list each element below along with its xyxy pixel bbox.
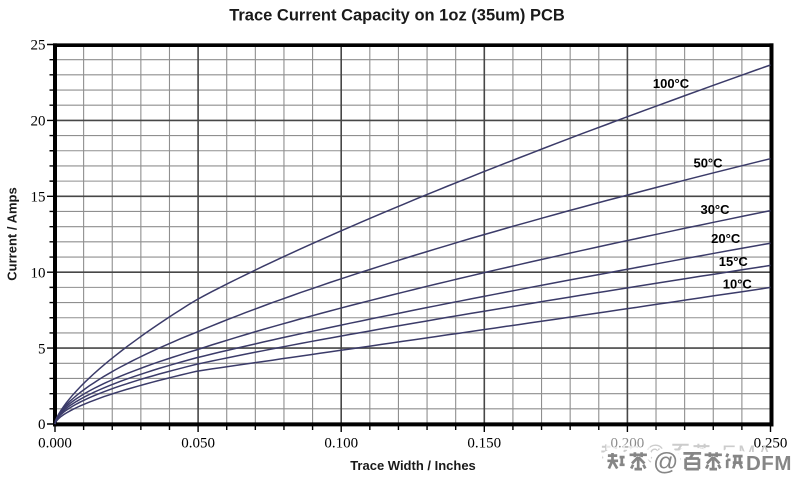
svg-text:50°C: 50°C: [693, 156, 723, 171]
svg-text:20°C: 20°C: [711, 231, 741, 246]
svg-text:10: 10: [31, 265, 46, 281]
svg-text:0.150: 0.150: [467, 436, 501, 452]
svg-text:0.000: 0.000: [38, 436, 72, 452]
svg-text:DFM: DFM: [746, 452, 792, 475]
svg-text:@: @: [653, 448, 678, 476]
svg-text:Current / Amps: Current / Amps: [5, 187, 20, 280]
svg-text:0.050: 0.050: [181, 436, 215, 452]
svg-text:15: 15: [31, 190, 46, 206]
svg-text:Trace Current Capacity on 1oz: Trace Current Capacity on 1oz (35um) PCB: [229, 7, 565, 25]
svg-text:5: 5: [38, 341, 46, 357]
svg-text:@: @: [653, 448, 678, 476]
svg-text:25: 25: [31, 38, 46, 54]
svg-text:20: 20: [31, 114, 46, 130]
svg-text:30°C: 30°C: [700, 202, 730, 217]
svg-text:10°C: 10°C: [723, 277, 753, 292]
svg-text:DFM: DFM: [746, 452, 792, 475]
svg-text:Trace Width / Inches: Trace Width / Inches: [350, 458, 476, 473]
svg-text:15°C: 15°C: [719, 254, 749, 269]
svg-text:100°C: 100°C: [653, 76, 690, 91]
svg-text:0.250: 0.250: [754, 436, 788, 452]
svg-text:0: 0: [38, 417, 46, 433]
svg-text:0.100: 0.100: [324, 436, 358, 452]
